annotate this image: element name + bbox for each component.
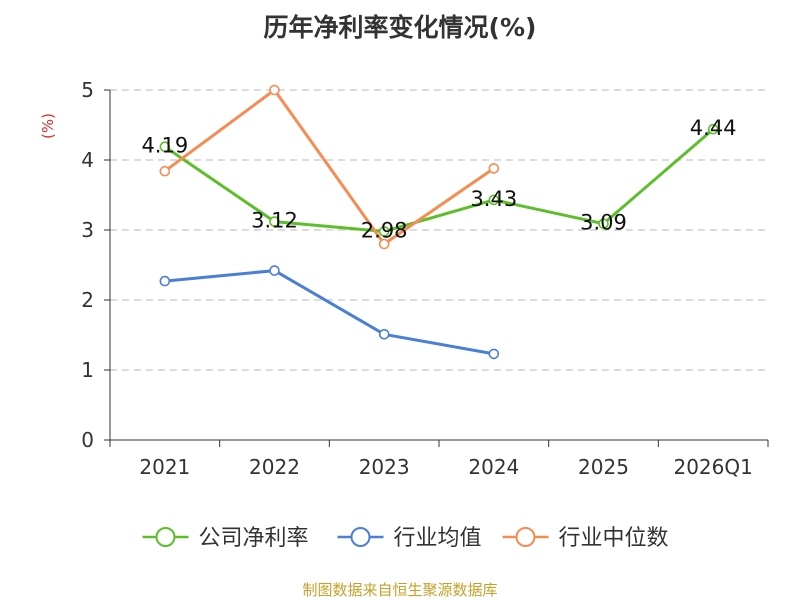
data-point: [269, 84, 280, 96]
data-point: [159, 275, 171, 287]
chart-title: 历年净利率变化情况(%): [263, 13, 537, 42]
y-tick-label: 0: [81, 428, 94, 452]
series-line: [163, 128, 715, 233]
x-tick-label: 2023: [359, 455, 410, 479]
data-point: [159, 141, 171, 152]
data-label: 3.43: [470, 187, 517, 211]
y-tick-label: 3: [81, 218, 94, 242]
data-label: 2.98: [361, 218, 408, 242]
data-label: 4.19: [141, 134, 188, 158]
data-label: 4.44: [690, 116, 737, 140]
data-point: [488, 163, 500, 174]
legend-marker: [515, 527, 536, 547]
data-point: [159, 165, 171, 177]
x-tick-label: 2026Q1: [673, 455, 752, 479]
series-line: [163, 88, 495, 246]
y-axis-label: (%): [39, 113, 57, 139]
y-tick-label: 4: [81, 148, 94, 172]
legend-label: 行业均值: [394, 526, 482, 551]
data-point: [488, 348, 500, 360]
data-label: 3.09: [580, 211, 627, 235]
y-tick-label: 1: [81, 358, 94, 382]
legend-marker: [155, 527, 176, 547]
source-note: 制图数据来自恒生聚源数据库: [302, 581, 498, 599]
x-tick-label: 2021: [139, 455, 190, 479]
data-point: [269, 216, 280, 227]
legend-label: 公司净利率: [199, 526, 309, 551]
x-tick-label: 2024: [468, 455, 519, 479]
x-tick-label: 2025: [578, 455, 629, 479]
y-tick-label: 5: [81, 78, 94, 102]
data-point: [378, 328, 390, 340]
data-point: [378, 226, 390, 237]
legend-marker: [350, 527, 371, 547]
data-point: [707, 123, 719, 135]
data-point: [378, 238, 390, 250]
x-tick-label: 2022: [249, 455, 300, 479]
data-point: [598, 218, 609, 229]
y-tick-label: 2: [81, 288, 94, 312]
data-point: [269, 265, 280, 276]
series-line: [164, 269, 495, 356]
legend-label: 行业中位数: [559, 526, 669, 551]
data-point: [488, 194, 500, 206]
data-label: 3.12: [251, 209, 298, 233]
